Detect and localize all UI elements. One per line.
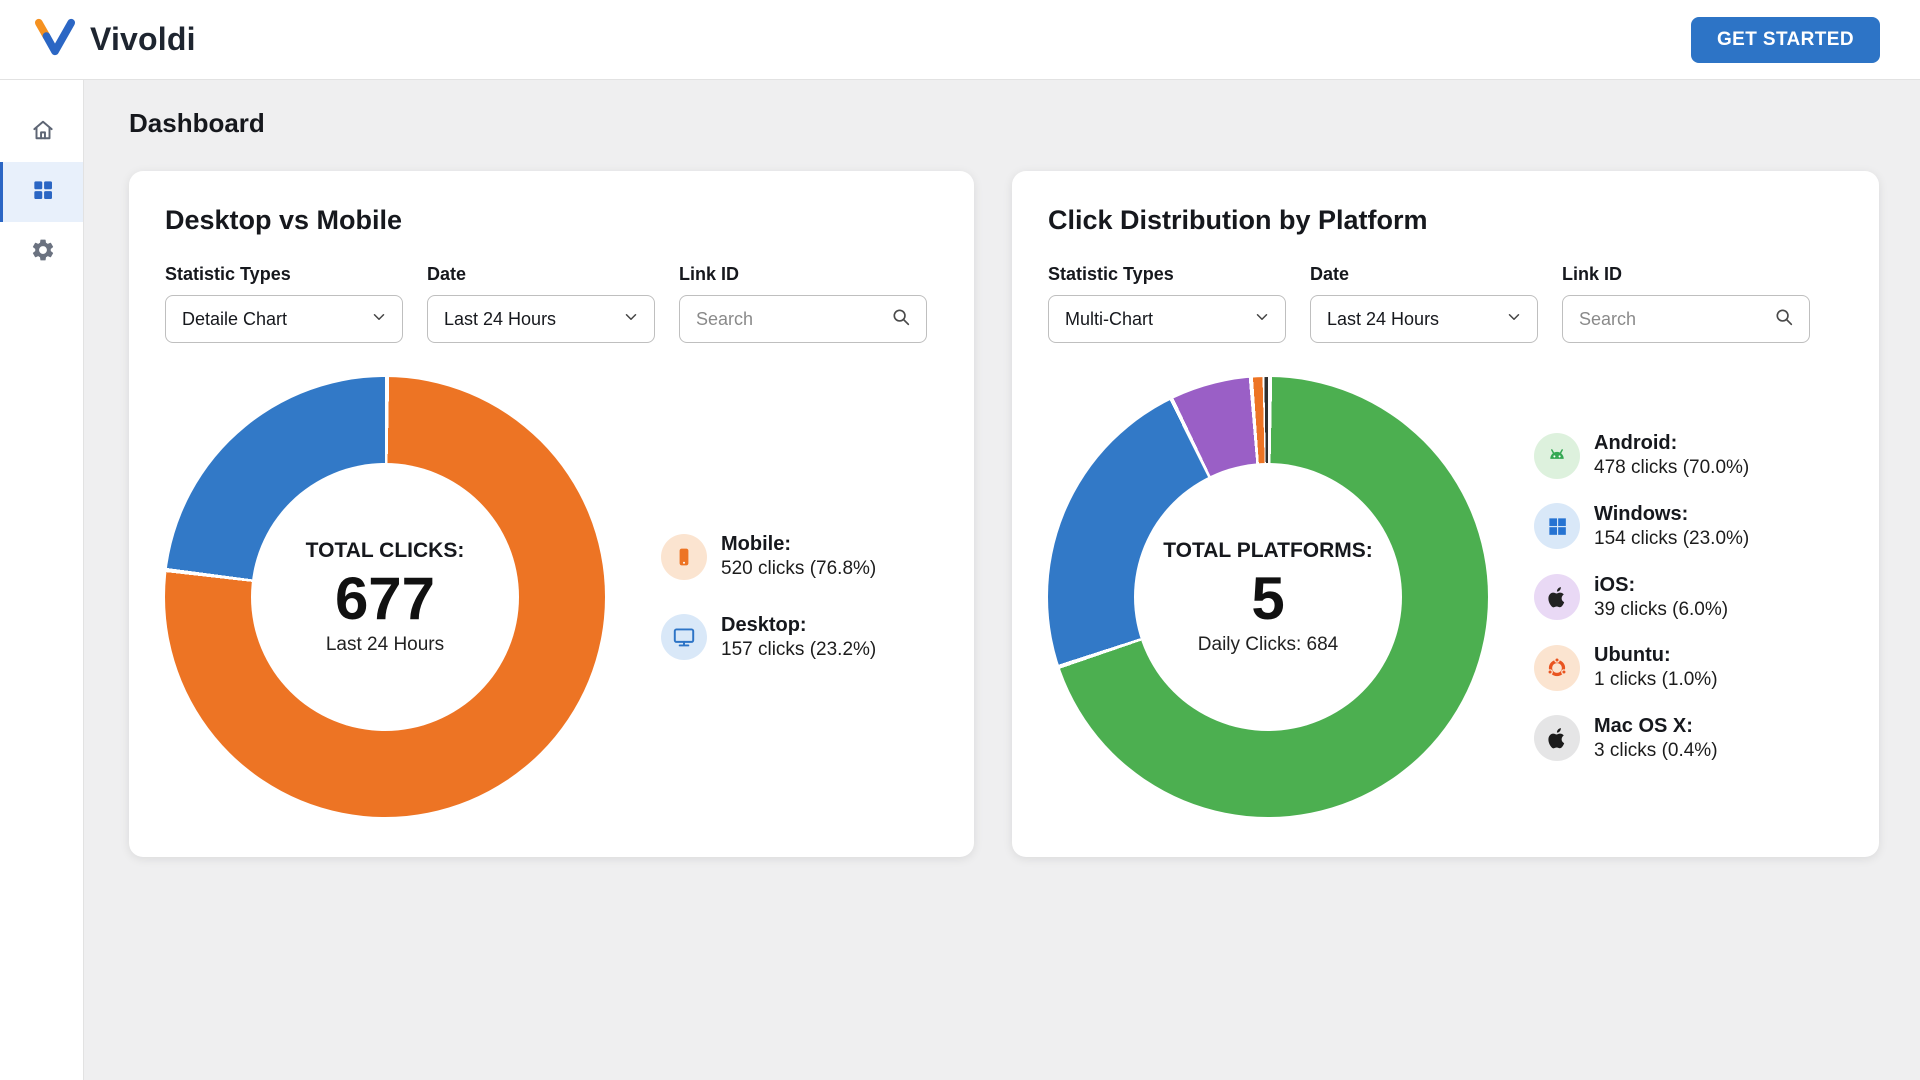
sidebar-item-dashboard[interactable] — [0, 162, 83, 222]
chart-area: TOTAL CLICKS: 677 Last 24 Hours — [165, 377, 938, 817]
sidebar — [0, 80, 84, 1080]
legend-label: Desktop: — [721, 614, 807, 636]
home-icon — [30, 117, 56, 148]
legend-label: iOS: — [1594, 573, 1636, 596]
top-header: Vivoldi GET STARTED — [0, 0, 1920, 80]
center-value: 677 — [334, 564, 436, 632]
card-title: Desktop vs Mobile — [165, 205, 403, 235]
legend-item-mobile: Mobile: 520 clicks (76.8%) — [661, 531, 876, 582]
filters: Statistic Types Detaile Chart Date Last … — [165, 264, 938, 343]
filter-label: Statistic Types — [165, 264, 291, 284]
chart-legend: Mobile: 520 clicks (76.8%) Desktop — [661, 531, 876, 662]
link-id-search[interactable] — [679, 295, 927, 343]
legend-value: 39 clicks (6.0%) — [1594, 598, 1729, 620]
center-value: 5 — [1251, 564, 1285, 632]
donut-chart-clicks: TOTAL CLICKS: 677 Last 24 Hours — [165, 377, 605, 817]
legend-label: Mac OS X: — [1594, 715, 1693, 738]
legend-label: Mobile: — [721, 533, 791, 556]
filter-statistic-types: Statistic Types Multi-Chart — [1048, 264, 1286, 343]
filter-label: Link ID — [1562, 264, 1623, 284]
filter-date: Date Last 24 Hours — [1310, 264, 1538, 343]
select-value: Multi-Chart — [1065, 308, 1154, 329]
statistic-type-select[interactable]: Detaile Chart — [165, 295, 403, 343]
link-id-search[interactable] — [1562, 295, 1810, 343]
center-sub: Last 24 Hours — [325, 633, 445, 655]
statistic-type-select[interactable]: Multi-Chart — [1048, 295, 1286, 343]
legend-item-macosx: Mac OS X: 3 clicks (0.4%) — [1534, 713, 1749, 764]
filter-link-id: Link ID — [1562, 264, 1810, 343]
legend-label: Windows: — [1594, 502, 1689, 525]
card-desktop-vs-mobile: Desktop vs Mobile Statistic Types Detail… — [129, 171, 974, 857]
center-sub: Daily Clicks: 684 — [1197, 633, 1339, 655]
legend-value: 520 clicks (76.8%) — [721, 558, 877, 580]
legend-label: Ubuntu: — [1594, 644, 1671, 667]
donut-center: TOTAL CLICKS: 677 Last 24 Hours — [251, 463, 519, 731]
donut-center: TOTAL PLATFORMS: 5 Daily Clicks: 684 — [1134, 463, 1402, 731]
chevron-down-icon — [370, 308, 388, 331]
search-icon — [890, 306, 912, 333]
card-title: Click Distribution by Platform — [1048, 205, 1428, 235]
apple-icon — [1534, 574, 1580, 620]
chevron-down-icon — [1253, 308, 1271, 331]
legend-value: 1 clicks (1.0%) — [1594, 669, 1718, 691]
dashboard-icon — [30, 177, 56, 208]
legend-label: Android: — [1594, 432, 1678, 455]
center-label: TOTAL PLATFORMS: — [1163, 538, 1373, 562]
brand-logo[interactable]: Vivoldi — [32, 16, 196, 63]
select-value: Last 24 Hours — [1327, 308, 1440, 329]
search-icon — [1773, 306, 1795, 333]
sidebar-item-home[interactable] — [0, 102, 83, 162]
legend-value: 478 clicks (70.0%) — [1594, 457, 1750, 479]
chart-area: TOTAL PLATFORMS: 5 Daily Clicks: 684 — [1048, 377, 1843, 817]
filter-label: Date — [1310, 264, 1350, 284]
legend-value: 157 clicks (23.2%) — [721, 639, 877, 660]
ubuntu-icon — [1534, 644, 1580, 691]
filter-statistic-types: Statistic Types Detaile Chart — [165, 264, 403, 343]
search-input[interactable] — [696, 308, 890, 330]
brand-name: Vivoldi — [90, 21, 196, 57]
main-content: Dashboard Desktop vs Mobile Statistic Ty… — [84, 0, 1920, 857]
filter-link-id: Link ID — [679, 264, 927, 343]
sidebar-item-settings[interactable] — [0, 222, 83, 282]
mobile-icon — [661, 533, 707, 580]
filter-date: Date Last 24 Hours — [427, 264, 655, 343]
desktop-icon — [661, 614, 707, 661]
chart-legend: Android: 478 clicks (70.0%) Window — [1534, 430, 1749, 763]
legend-value: 3 clicks (0.4%) — [1594, 740, 1718, 762]
legend-item-android: Android: 478 clicks (70.0%) — [1534, 430, 1749, 481]
select-value: Last 24 Hours — [444, 308, 557, 329]
mac-icon — [1534, 715, 1580, 762]
legend-value: 154 clicks (23.0%) — [1594, 527, 1750, 549]
filter-label: Statistic Types — [1048, 264, 1174, 284]
cards-row: Desktop vs Mobile Statistic Types Detail… — [129, 171, 1880, 857]
filters: Statistic Types Multi-Chart Date Last 24… — [1048, 264, 1843, 343]
legend-item-ubuntu: Ubuntu: 1 clicks (1.0%) — [1534, 642, 1749, 693]
legend-item-windows: Windows: 154 clicks (23.0%) — [1534, 501, 1749, 552]
vivoldi-logo-icon — [32, 16, 78, 63]
legend-item-desktop: Desktop: 157 clicks (23.2%) — [661, 612, 876, 663]
center-label: TOTAL CLICKS: — [305, 538, 465, 562]
date-select[interactable]: Last 24 Hours — [1310, 295, 1538, 343]
get-started-button[interactable]: GET STARTED — [1690, 16, 1880, 63]
filter-label: Link ID — [679, 264, 740, 284]
windows-icon — [1534, 503, 1580, 550]
card-click-distribution: Click Distribution by Platform Statistic… — [1012, 171, 1879, 857]
legend-item-ios: iOS: 39 clicks (6.0%) — [1534, 572, 1749, 623]
filter-label: Date — [427, 264, 467, 284]
gear-icon — [30, 237, 56, 268]
android-icon — [1534, 432, 1580, 479]
chevron-down-icon — [622, 308, 640, 331]
search-input[interactable] — [1579, 308, 1773, 330]
page-title: Dashboard — [129, 108, 265, 138]
chevron-down-icon — [1505, 308, 1523, 331]
date-select[interactable]: Last 24 Hours — [427, 295, 655, 343]
donut-chart-platforms: TOTAL PLATFORMS: 5 Daily Clicks: 684 — [1048, 377, 1488, 817]
select-value: Detaile Chart — [182, 308, 288, 329]
